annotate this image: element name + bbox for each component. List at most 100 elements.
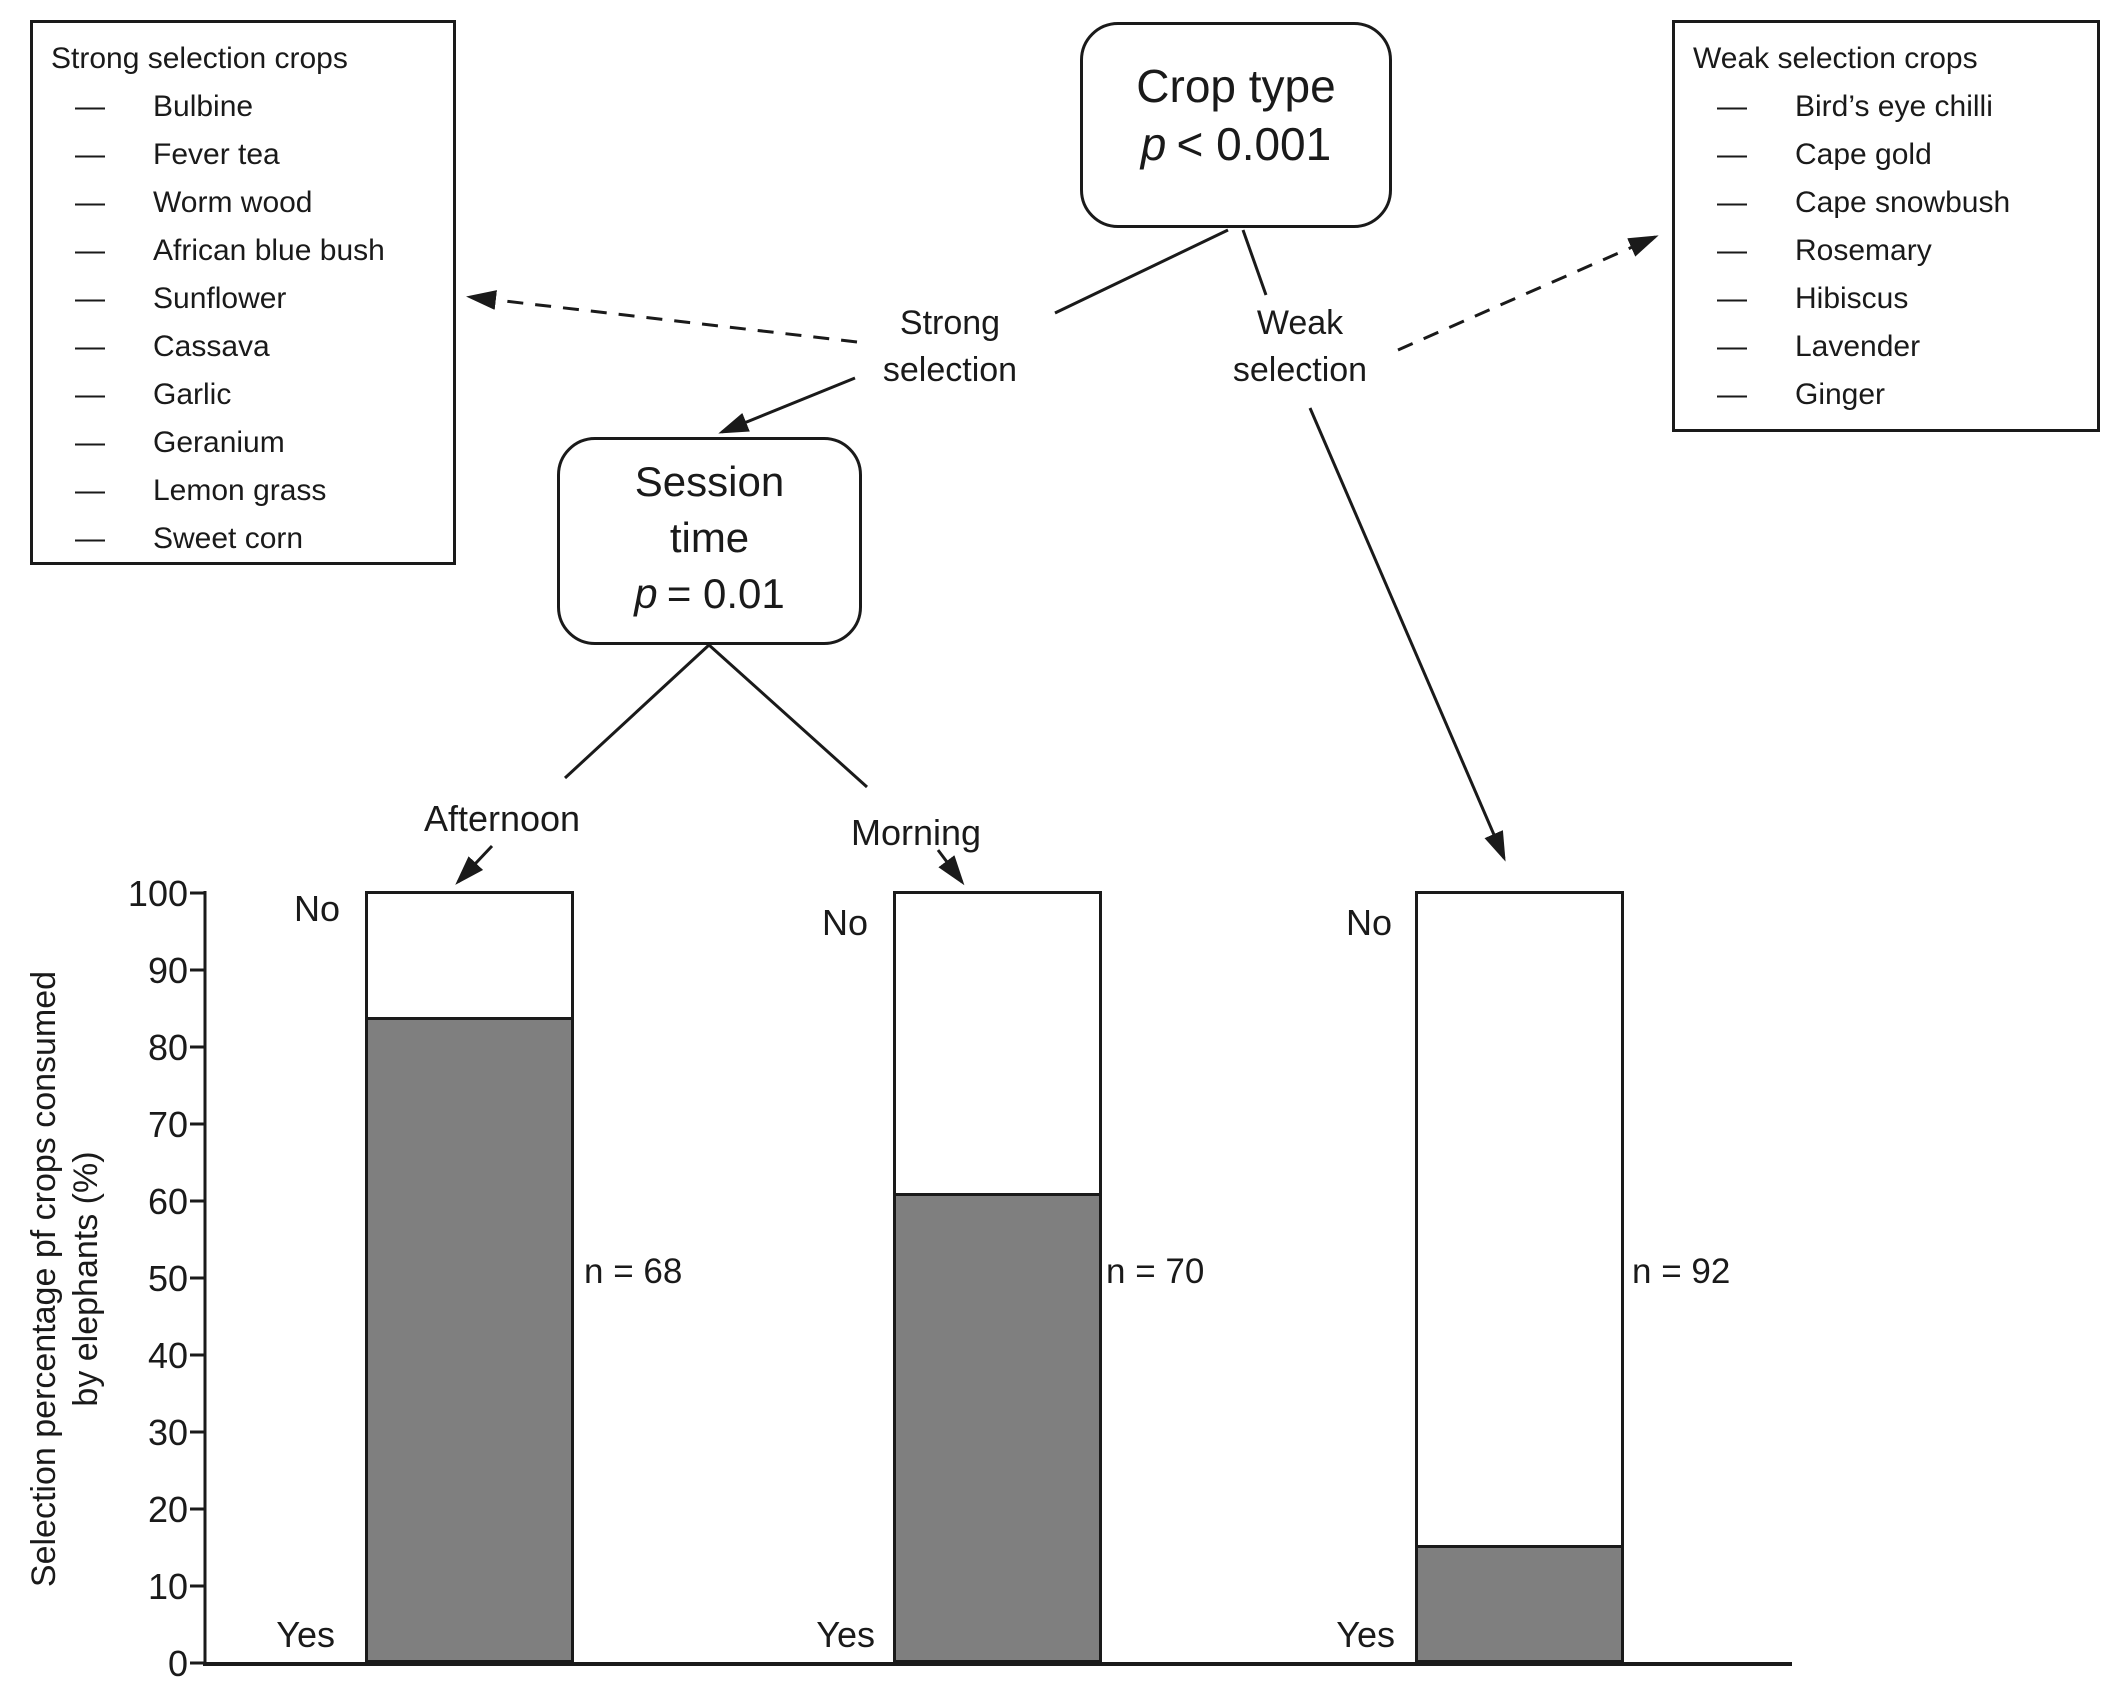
dash-bullet: — — [75, 282, 105, 315]
list-item: — Garlic — [75, 371, 453, 419]
edge-crop-to-weak — [1241, 229, 1268, 296]
dash-bullet: — — [1717, 138, 1747, 171]
arrow-weak-to-bar — [1308, 407, 1506, 862]
ytick-40: 40 — [147, 1335, 188, 1376]
list-item: — Bulbine — [75, 83, 453, 131]
crop-name: Worm wood — [153, 186, 313, 219]
crop-name: Bird’s eye chilli — [1795, 90, 1993, 123]
bar-morning-yes-fill — [896, 1192, 1099, 1660]
ytick-60: 60 — [147, 1181, 188, 1222]
list-item: — Cape snowbush — [1717, 179, 2097, 227]
dash-bullet: — — [75, 474, 105, 507]
dash-bullet: — — [75, 522, 105, 555]
weak-crops-title: Weak selection crops — [1693, 42, 1978, 75]
crop-name: Sweet corn — [153, 522, 304, 555]
crop-name: Garlic — [153, 378, 232, 411]
crop-name: Bulbine — [153, 90, 254, 123]
crop-name: Lavender — [1795, 330, 1921, 363]
segment-label-yes: Yes — [816, 1614, 875, 1655]
crop-name: Hibiscus — [1795, 282, 1909, 315]
weak-crops-list: — Bird’s eye chilli — Cape gold — Cape snow… — [1675, 83, 2097, 419]
dashed-arrow-to-weak-crops-box — [1397, 235, 1659, 352]
strong-crops-box: Strong selection crops — Bulbine — Fever t… — [30, 20, 456, 565]
ytick-70: 70 — [147, 1104, 188, 1145]
ytick-50: 50 — [147, 1258, 188, 1299]
arrow-morning-to-bar — [936, 849, 965, 886]
ytick-0: 0 — [167, 1643, 188, 1684]
crop-name: African blue bush — [153, 234, 385, 267]
bar-weak-selection — [1415, 891, 1624, 1663]
list-item: — Cassava — [75, 323, 453, 371]
dash-bullet: — — [75, 138, 105, 171]
list-item: — Lemon grass — [75, 467, 453, 515]
dash-bullet: — — [1717, 282, 1747, 315]
dash-bullet: — — [1717, 330, 1747, 363]
ytick-90: 90 — [147, 950, 188, 991]
list-item: — Bird’s eye chilli — [1717, 83, 2097, 131]
bar-afternoon-yes-fill — [368, 1016, 571, 1660]
dash-bullet: — — [75, 186, 105, 219]
arrow-afternoon-to-bar — [455, 844, 494, 885]
bar-morning — [893, 891, 1102, 1663]
arrow-strong-to-session — [718, 376, 856, 434]
dash-bullet: — — [75, 330, 105, 363]
sample-size-weak: n = 92 — [1632, 1252, 1731, 1291]
crop-name: Fever tea — [153, 138, 280, 171]
y-axis-title: Selection percentage pf crops consumed b… — [25, 970, 105, 1588]
sample-size-afternoon: n = 68 — [584, 1252, 683, 1291]
segment-label-no: No — [293, 888, 340, 929]
crop-name: Cape gold — [1795, 138, 1932, 171]
dash-bullet: — — [75, 90, 105, 123]
list-item: — Rosemary — [1717, 227, 2097, 275]
tree-node-crop-type: Crop type p < 0.001 — [1080, 22, 1392, 228]
bar-weak-yes-fill — [1418, 1545, 1621, 1660]
bar-afternoon — [365, 891, 574, 1663]
dash-bullet: — — [75, 234, 105, 267]
segment-label-yes: Yes — [276, 1614, 335, 1655]
segment-label-no: No — [821, 902, 868, 943]
y-axis-ticks — [190, 891, 204, 1665]
list-item: — Sunflower — [75, 275, 453, 323]
crop-name: Lemon grass — [153, 474, 327, 507]
ytick-10: 10 — [147, 1566, 188, 1607]
segment-label-no: No — [1345, 902, 1392, 943]
crop-name: Cape snowbush — [1795, 186, 2011, 219]
node-p-value: p = 0.01 — [634, 570, 785, 617]
weak-crops-box: Weak selection crops — Bird’s eye chilli … — [1672, 20, 2100, 432]
list-item: — Geranium — [75, 419, 453, 467]
node-title-line1: Session — [634, 458, 785, 505]
dash-bullet: — — [1717, 378, 1747, 411]
crop-name: Cassava — [153, 330, 270, 363]
node-p-value: p < 0.001 — [1140, 118, 1332, 170]
dash-bullet: — — [75, 378, 105, 411]
list-item: — Hibiscus — [1717, 275, 2097, 323]
dash-bullet: — — [1717, 186, 1747, 219]
ytick-80: 80 — [147, 1027, 188, 1068]
ytick-100: 100 — [127, 873, 188, 914]
crop-name: Ginger — [1795, 378, 1886, 411]
leaf-label-afternoon: Afternoon — [423, 798, 581, 839]
edge-session-to-morning — [707, 643, 869, 789]
node-title-line2: time — [669, 514, 750, 561]
list-item: — Lavender — [1717, 323, 2097, 371]
list-item: — Cape gold — [1717, 131, 2097, 179]
list-item: — African blue bush — [75, 227, 453, 275]
node-title: Crop type — [1136, 60, 1336, 112]
list-item: — Ginger — [1717, 371, 2097, 419]
leaf-label-morning: Morning — [850, 812, 982, 853]
dash-bullet: — — [1717, 234, 1747, 267]
segment-label-yes: Yes — [1336, 1614, 1395, 1655]
list-item: — Fever tea — [75, 131, 453, 179]
crop-name: Rosemary — [1795, 234, 1932, 267]
strong-crops-title: Strong selection crops — [51, 42, 348, 75]
edge-session-to-afternoon — [563, 643, 711, 780]
list-item: — Sweet corn — [75, 515, 453, 563]
crop-name: Geranium — [153, 426, 285, 459]
ytick-20: 20 — [147, 1489, 188, 1530]
dashed-arrow-to-strong-crops-box — [466, 290, 858, 344]
branch-label-strong-selection: Strong selection — [882, 304, 1018, 389]
ytick-30: 30 — [147, 1412, 188, 1453]
branch-label-weak-selection: Weak selection — [1232, 304, 1368, 389]
list-item: — Worm wood — [75, 179, 453, 227]
